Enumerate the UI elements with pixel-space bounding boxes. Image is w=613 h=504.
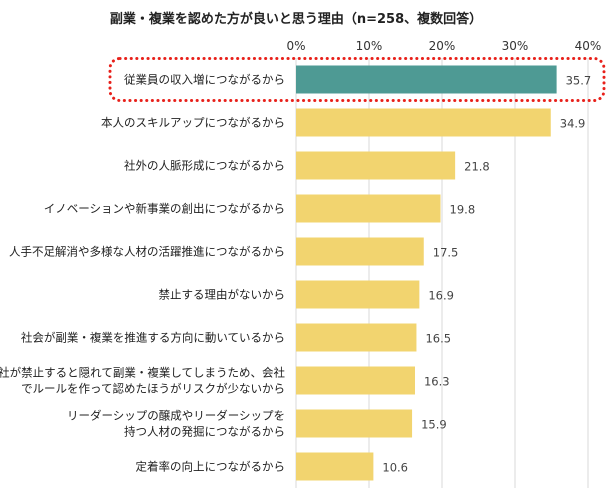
category-label: でルールを作って認めたほうがリスクが少ないから xyxy=(21,382,285,396)
category-label: 持つ人材の発掘につながるから xyxy=(124,425,285,439)
value-label: 15.9 xyxy=(421,418,447,432)
bar xyxy=(296,323,417,352)
bar xyxy=(296,409,413,438)
category-label: 社会が副業・複業を推進する方向に動いているから xyxy=(21,331,285,345)
category-label: 本人のスキルアップにつながるから xyxy=(101,116,285,130)
value-label: 34.9 xyxy=(560,117,586,131)
value-label: 10.6 xyxy=(382,461,408,475)
category-labels: 従業員の収入増につながるから本人のスキルアップにつながるから社外の人脈形成につな… xyxy=(0,73,285,474)
category-label: 人手不足解消や多様な人材の活躍推進につながるから xyxy=(9,245,285,259)
category-label: 定着率の向上につながるから xyxy=(136,460,286,474)
value-label: 19.8 xyxy=(450,203,476,217)
value-labels: 35.7 34.9 21.8 19.8 17.5 16.9 16.5 16.3 15.9 10.6 xyxy=(382,74,591,475)
bars xyxy=(296,65,557,481)
value-label: 21.8 xyxy=(464,160,490,174)
value-label: 17.5 xyxy=(433,246,459,260)
category-label: イノベーションや新事業の創出につながるから xyxy=(44,202,285,216)
value-label: 16.9 xyxy=(428,289,454,303)
bar xyxy=(296,280,420,309)
bar xyxy=(296,194,441,223)
x-axis-ticks: 0% 10% 20% 30% 40% xyxy=(286,39,601,53)
bar xyxy=(296,108,551,137)
category-label: 従業員の収入増につながるから xyxy=(124,73,285,87)
category-label: 禁止する理由がないから xyxy=(159,288,286,302)
x-tick-label: 30% xyxy=(502,39,529,53)
x-tick-label: 20% xyxy=(429,39,456,53)
x-tick-label: 10% xyxy=(356,39,383,53)
category-label: 社外の人脈形成につながるから xyxy=(124,159,285,173)
bar xyxy=(296,65,557,94)
x-tick-label: 0% xyxy=(286,39,305,53)
bar xyxy=(296,452,374,481)
chart-title: 副業・複業を認めた方が良いと思う理由（n=258、複数回答） xyxy=(110,11,482,27)
bar xyxy=(296,237,424,266)
bar xyxy=(296,151,456,180)
category-label: リーダーシップの醸成やリーダーシップを xyxy=(67,409,285,423)
value-label: 16.3 xyxy=(424,375,450,389)
category-label: 会社が禁止すると隠れて副業・複業してしまうため、会社 xyxy=(0,366,285,380)
bar xyxy=(296,366,415,395)
x-tick-label: 40% xyxy=(575,39,602,53)
value-label: 16.5 xyxy=(425,332,451,346)
value-label: 35.7 xyxy=(566,74,592,88)
